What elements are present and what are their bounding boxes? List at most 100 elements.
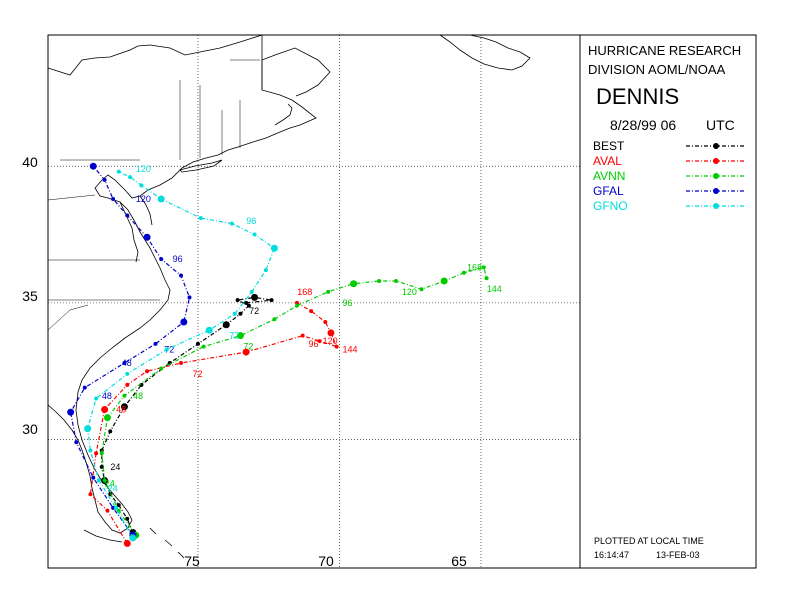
track-point xyxy=(102,177,107,182)
legend-marker xyxy=(713,203,719,209)
track-line xyxy=(101,266,488,536)
forecast-hour-label: 48 xyxy=(122,358,132,368)
long-island xyxy=(179,159,223,173)
forecast-hour-label: 168 xyxy=(297,287,312,297)
track-point xyxy=(232,311,237,316)
plot-time: 16:14:47 xyxy=(594,550,629,560)
track-point xyxy=(125,371,130,376)
track-point xyxy=(145,369,150,374)
track-point xyxy=(101,405,109,413)
track-point xyxy=(108,429,113,434)
canada-border xyxy=(261,47,331,97)
forecast-hour-label: 72 xyxy=(229,331,239,341)
map-frame xyxy=(47,34,581,569)
forecast-hour-label: 96 xyxy=(246,216,256,226)
track-point xyxy=(179,361,183,365)
track-gfno: 24 72 96 120 xyxy=(84,164,278,542)
lon-tick-label: 75 xyxy=(184,553,200,569)
forecast-hour-label: 120 xyxy=(136,164,151,174)
forecast-hour-label: 72 xyxy=(249,306,259,316)
forecast-hour-label: 96 xyxy=(173,254,183,264)
track-point xyxy=(94,396,99,401)
track-point xyxy=(105,508,110,513)
legend-item-aval: AVAL xyxy=(593,154,746,168)
track-point xyxy=(111,197,116,201)
track-point xyxy=(309,309,314,314)
track-point xyxy=(461,270,466,275)
lat-tick-label: 35 xyxy=(22,288,38,304)
track-point xyxy=(143,233,151,241)
forecast-hour-label: 24 xyxy=(108,484,118,494)
forecast-hour-label: 72 xyxy=(192,369,202,379)
track-point xyxy=(272,317,277,322)
track-point xyxy=(116,503,121,508)
track-point xyxy=(222,321,230,329)
track-point xyxy=(249,289,254,294)
track-point xyxy=(326,289,331,294)
track-point xyxy=(246,303,251,308)
track-point xyxy=(164,347,169,352)
forecast-hour-label: 24 xyxy=(110,462,120,472)
track-point xyxy=(74,440,79,445)
track-point xyxy=(99,451,104,456)
legend-label: GFAL xyxy=(593,184,624,198)
legend-marker xyxy=(713,173,719,179)
forecast-hour-label: 120 xyxy=(136,194,151,204)
utc-label: UTC xyxy=(706,117,735,133)
track-point xyxy=(187,295,192,300)
track-point xyxy=(295,300,300,305)
coastline-layer xyxy=(47,34,531,559)
legend-marker xyxy=(713,158,719,164)
track-layer: 24 72 48 72 96 120 144 168 24 48 72 96 120 144 168 48 72… xyxy=(67,162,502,547)
track-point xyxy=(113,505,118,510)
track-point xyxy=(263,268,268,273)
forecast-hour-label: 48 xyxy=(133,391,143,401)
track-point xyxy=(122,393,127,398)
track-gfal: 48 72 48 96 120 xyxy=(67,162,192,539)
track-point xyxy=(180,318,188,326)
track-line xyxy=(89,302,338,544)
track-point xyxy=(300,333,305,338)
org-line-2: DIVISION AOML/NOAA xyxy=(588,62,726,77)
legend-marker xyxy=(713,143,719,149)
forecast-hour-label: 24 xyxy=(105,478,115,488)
track-best: 24 72 xyxy=(99,293,274,536)
track-point xyxy=(88,448,93,453)
track-line xyxy=(101,296,272,533)
track-point xyxy=(111,505,116,510)
track-point xyxy=(205,326,213,334)
track-point xyxy=(125,382,130,387)
track-point xyxy=(242,348,250,356)
track-point xyxy=(159,366,164,371)
track-point xyxy=(481,265,486,270)
state-borders xyxy=(47,59,260,331)
track-point xyxy=(394,279,399,283)
track-point xyxy=(484,276,489,281)
nova-scotia xyxy=(438,34,531,71)
track-point xyxy=(94,451,99,456)
forecast-hour-label: 96 xyxy=(342,298,352,308)
track-point xyxy=(377,279,382,283)
lon-tick-label: 70 xyxy=(318,553,334,569)
delaware-bay xyxy=(139,195,153,226)
track-point xyxy=(122,361,127,365)
track-aval: 48 72 96 120 144 168 xyxy=(88,287,357,547)
track-point xyxy=(88,492,93,497)
cape-cod xyxy=(274,103,293,126)
us-east-coastline xyxy=(47,34,317,534)
lat-tick-label: 40 xyxy=(22,154,38,170)
legend-label: AVNN xyxy=(593,169,625,183)
legend-item-gfal: GFAL xyxy=(593,184,746,198)
track-point xyxy=(195,341,200,346)
legend-marker xyxy=(713,188,719,194)
track-point xyxy=(153,341,158,346)
track-point xyxy=(327,329,335,337)
legend-item-avnn: AVNN xyxy=(593,169,746,183)
track-point xyxy=(125,516,130,521)
forecast-hour-label: 144 xyxy=(342,344,357,354)
legend-item-gfno: GFNO xyxy=(593,199,746,213)
track-point xyxy=(236,332,244,340)
track-point xyxy=(252,232,257,237)
legend-label: GFNO xyxy=(593,199,628,213)
track-point xyxy=(419,287,424,292)
